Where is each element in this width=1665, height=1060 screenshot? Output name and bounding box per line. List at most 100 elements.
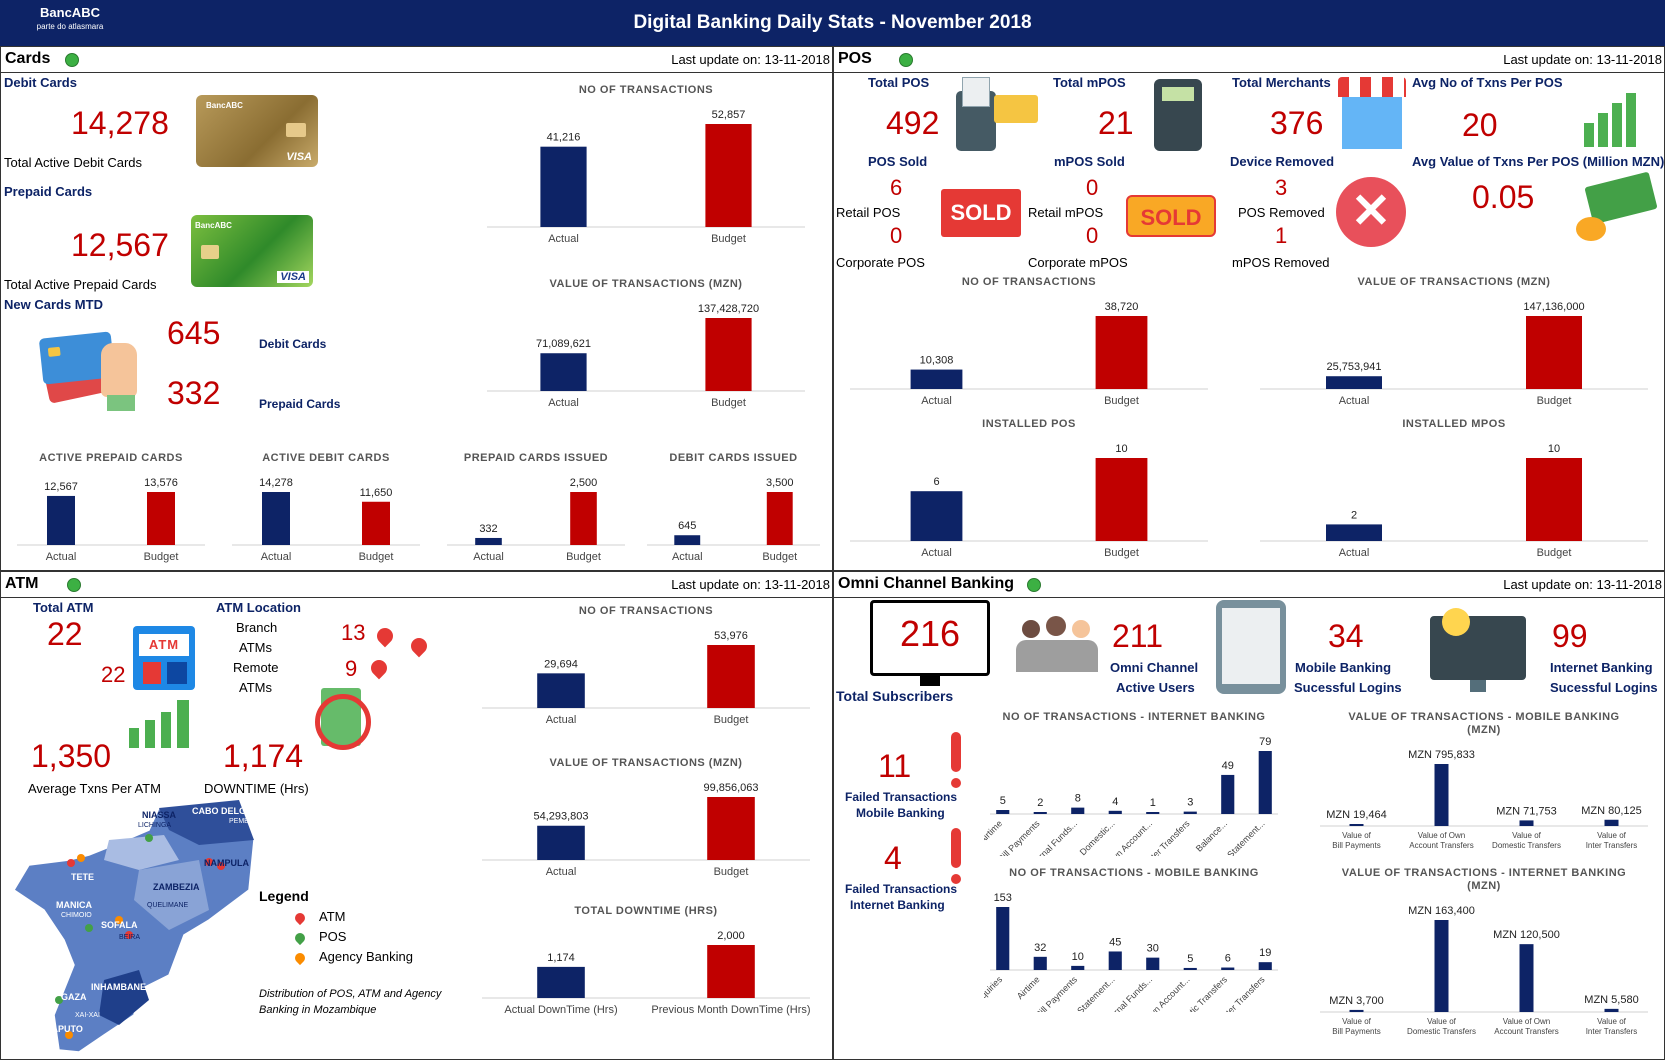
new-prepaid-cards-value: 332	[167, 375, 221, 411]
chart-bar	[1526, 316, 1582, 389]
internet-banking-icon	[1430, 608, 1526, 692]
page-header: BancABC parte do atlasmara Digital Banki…	[0, 0, 1665, 46]
chart-bar	[910, 491, 963, 541]
internet-banking-transactions-chart: NO OF TRANSACTIONS - INTERNET BANKING 5 Ai…	[984, 706, 1284, 856]
chart-svg: TOTAL DOWNTIME (HRS) 1,174 Actual DownTime…	[482, 905, 811, 1016]
chart-bar	[1146, 957, 1160, 970]
chart-bar	[262, 492, 290, 545]
chart-value-label: MZN 795,833	[1408, 749, 1475, 761]
growth-chart-icon	[1582, 83, 1646, 147]
installed-mpos-chart: INSTALLED MPOS 2 Actual 10 Budget	[1254, 413, 1654, 563]
chart-category-label: Value of Domestic Transfers	[1407, 1017, 1476, 1036]
chart-value-label: 53,976	[714, 630, 748, 642]
chart-title: VALUE OF TRANSACTIONS - MOBILE BANKING (M…	[1348, 711, 1619, 736]
atm-title: ATM	[5, 575, 39, 592]
chart-value-label: 6	[1225, 953, 1231, 965]
removed-x-icon: ✕	[1336, 177, 1406, 247]
corporate-pos-value: 0	[890, 223, 903, 248]
chart-category-label: Budget	[1537, 395, 1572, 407]
map-label-niassa: NIASSA	[142, 810, 177, 820]
chart-title: TOTAL DOWNTIME (HRS)	[574, 905, 717, 917]
failed-mobile-label1: Failed Transactions	[845, 790, 958, 804]
device-removed-label: Device Removed	[1230, 154, 1335, 169]
chart-bar	[1349, 824, 1364, 826]
chart-category-label: Actual	[921, 395, 952, 407]
chart-value-label: 30	[1147, 943, 1159, 955]
omni-panel-header: Omni Channel Banking Last update on: 13-…	[834, 572, 1664, 598]
map-label-zambezia: ZAMBEZIA	[153, 882, 200, 892]
map-label-gaza: GAZA	[61, 992, 87, 1002]
retail-mpos-label: Retail mPOS	[1028, 205, 1104, 220]
chart-value-label: 45	[1109, 936, 1121, 948]
failed-internet-label1: Failed Transactions	[845, 882, 958, 896]
chart-svg: NO OF TRANSACTIONS 41,216 Actual 52,857 Budg…	[487, 84, 805, 245]
retail-pos-label: Retail POS	[836, 205, 901, 220]
chart-category-label: Budget	[762, 551, 797, 563]
chart-category-label: Value of Own Account Transfers	[1494, 1017, 1558, 1036]
chart-value-label: 38,720	[1105, 301, 1139, 313]
chart-title: NO OF TRANSACTIONS - MOBILE BANKING	[1009, 867, 1259, 879]
branch-atms-value: 13	[341, 620, 366, 645]
chart-category-label: Previous Month DownTime (Hrs)	[651, 1004, 810, 1016]
cards-title: Cards	[5, 50, 51, 67]
chart-category-label: Value of Domestic Transfers	[1492, 831, 1561, 850]
branch-atms-label: Branch	[236, 620, 278, 635]
chart-svg: DEBIT CARDS ISSUED 645 Actual 3,500 Budget	[647, 452, 820, 563]
active-prepaid-chart: ACTIVE PREPAID CARDS 12,567 Actual 13,576 Bu…	[11, 447, 211, 567]
chart-bar	[705, 124, 752, 227]
map-caption: Distribution of POS, ATM and Agency Bank…	[259, 988, 442, 1016]
logo-text: BancABC	[40, 5, 100, 20]
chart-bar	[1095, 316, 1148, 389]
remote-atms-value: 9	[345, 656, 358, 681]
logo-subtext: parte do atlasmara	[36, 22, 104, 31]
pos-removed-value: 3	[1275, 175, 1288, 200]
pos-panel: POS Last update on: 13-11-2018 Total POS…	[833, 46, 1665, 571]
chart-title: DEBIT CARDS ISSUED	[669, 452, 797, 464]
cards-transactions-chart: NO OF TRANSACTIONS 41,216 Actual 52,857 Budg…	[481, 79, 811, 249]
agency-pin-icon	[292, 950, 308, 965]
legend-item-atm: ATM	[292, 909, 345, 925]
chart-value-label: 29,694	[544, 658, 578, 670]
chart-bar	[1221, 967, 1235, 970]
page-title: Digital Banking Daily Stats - November 2…	[633, 12, 1032, 33]
pos-sold-label: POS Sold	[868, 154, 928, 169]
chart-title: VALUE OF TRANSACTIONS (MZN)	[550, 278, 743, 290]
last-update: Last update on: 13-11-2018	[671, 52, 830, 67]
route-pins-icon	[367, 624, 433, 682]
status-dot-icon	[899, 53, 913, 67]
map-label-maputo: MAPUTO	[44, 1024, 83, 1034]
chart-value-label: 2	[1351, 509, 1357, 521]
chart-bar	[996, 907, 1010, 970]
active-users-label1: Omni Channel	[1110, 660, 1199, 675]
prepaid-card-icon: BancABC VISA	[191, 215, 313, 287]
mpos-removed-label: mPOS Removed	[1232, 255, 1330, 270]
map-label-cabo-delgado: CABO DELGADO	[192, 806, 266, 816]
chart-bar	[1434, 920, 1449, 1012]
prepaid-cards-label: Prepaid Cards	[4, 184, 93, 199]
chart-bar	[1604, 819, 1619, 826]
users-group-icon	[1014, 616, 1100, 672]
chart-value-label: 2,000	[717, 930, 745, 942]
chart-category-label: Actual	[548, 233, 579, 245]
map-label-lichinga: LICHINGA	[138, 822, 172, 829]
active-users-label2: Active Users	[1116, 680, 1195, 695]
chart-bar	[1349, 1009, 1364, 1012]
chart-bar	[1183, 967, 1197, 970]
chart-value-label: MZN 71,753	[1496, 805, 1557, 817]
prepaid-cards-caption: Total Active Prepaid Cards	[4, 277, 157, 292]
chart-bar	[475, 537, 502, 545]
total-merchants-label: Total Merchants	[1232, 75, 1331, 90]
no-money-icon	[315, 684, 373, 750]
map-label-tete: TETE	[71, 872, 95, 882]
monitor-stand-icon	[920, 676, 940, 686]
chart-category-label: Statement...	[1075, 974, 1116, 1012]
legend-title: Legend	[259, 888, 309, 904]
chart-bar	[1095, 458, 1148, 541]
mozambique-map	[12, 800, 255, 1053]
last-update: Last update on: 13-11-2018	[671, 577, 830, 592]
chart-bar	[705, 318, 752, 391]
chart-title: ACTIVE DEBIT CARDS	[262, 452, 390, 464]
chart-category-label: Balance Enquiries	[984, 974, 1005, 1012]
chart-value-label: 645	[678, 520, 696, 532]
atm-panel: ATM Last update on: 13-11-2018 Total ATM…	[0, 571, 833, 1060]
